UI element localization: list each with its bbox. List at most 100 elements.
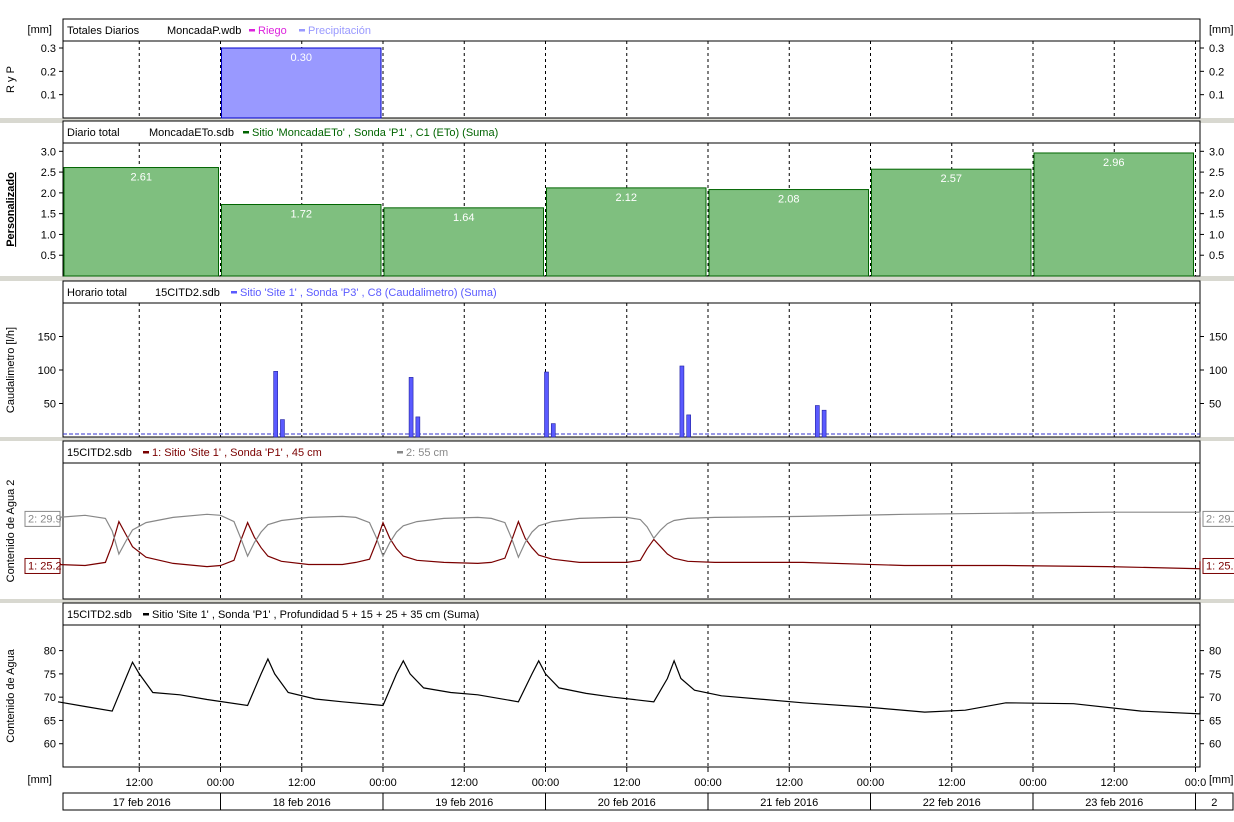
panel-header-file: 15CITD2.sdb	[155, 287, 220, 299]
bar-value-label: 2.12	[616, 192, 637, 204]
y-tick-label-left: 75	[44, 669, 56, 681]
y-tick-label-right: 1.0	[1209, 229, 1224, 241]
panel-separator	[0, 599, 1234, 603]
legend-swatch	[231, 291, 237, 294]
day-label: 19 feb 2016	[435, 797, 493, 809]
panel-header-title: Totales Diarios	[67, 25, 140, 37]
panel-header-file: MoncadaP.wdb	[167, 25, 241, 37]
bar	[221, 204, 382, 277]
series-line	[57, 652, 1201, 715]
cursor-value-left: 1: 25.2	[28, 560, 62, 572]
day-label: 23 feb 2016	[1085, 797, 1143, 809]
flow-bar	[550, 423, 556, 438]
y-tick-label-right: 150	[1209, 332, 1227, 344]
x-tick-label: 00:00	[1019, 777, 1047, 789]
x-tick-label: 12:00	[288, 777, 316, 789]
legend-entry: 1: Sitio 'Site 1' , Sonda 'P1' , 45 cm	[152, 447, 322, 459]
y-tick-label-left: 65	[44, 715, 56, 727]
x-tick-label: 00:00	[532, 777, 560, 789]
plot-area	[62, 302, 1201, 438]
y-tick-label-left: 1.5	[41, 209, 56, 221]
panel-separator	[0, 437, 1234, 441]
chart-panels: Totales Diarios MoncadaP.wdb Riego Precipit…	[5, 18, 1234, 768]
panel-header-title: Horario total	[67, 287, 127, 299]
flow-bar	[679, 365, 685, 438]
axis-unit-left: [mm]	[28, 774, 52, 786]
panel-header-title: 15CITD2.sdb	[67, 447, 132, 459]
cursor-value-right: 1: 25.3	[1206, 560, 1234, 572]
y-tick-label-left: 70	[44, 692, 56, 704]
y-tick-label-right: 0.5	[1209, 250, 1224, 262]
y-tick-label-right: 50	[1209, 399, 1221, 411]
y-tick-label-left: 2.0	[41, 188, 56, 200]
legend-entry: Sitio 'Site 1' , Sonda 'P1' , Profundida…	[152, 609, 479, 621]
cursor-value-box	[24, 557, 61, 574]
chart-panel-3: Horario total 15CITD2.sdb Sitio 'Site 1' ,…	[5, 280, 1227, 438]
y-axis-label: Contenido de Agua 2	[5, 480, 17, 583]
panel-header-title: 15CITD2.sdb	[67, 609, 132, 621]
y-tick-label-right: 0.3	[1209, 43, 1224, 55]
y-tick-label-right: 75	[1209, 669, 1221, 681]
y-tick-label-right: 0.2	[1209, 66, 1224, 78]
legend-swatch	[299, 29, 305, 32]
x-tick-label: 12:00	[1100, 777, 1128, 789]
legend-swatch	[143, 613, 149, 616]
x-tick-label: 12:00	[450, 777, 478, 789]
legend-swatch	[143, 451, 149, 454]
y-tick-label-right: 60	[1209, 739, 1221, 751]
legend-entry: 2: 55 cm	[406, 447, 448, 459]
flow-bar	[415, 416, 421, 438]
y-tick-label-left: 0.3	[41, 43, 56, 55]
flow-bar	[280, 419, 285, 438]
legend-entry: Sitio 'Site 1' , Sonda 'P3' , C8 (Caudal…	[240, 287, 497, 299]
x-tick-label: 12:00	[613, 777, 641, 789]
x-tick-label: 12:00	[775, 777, 803, 789]
legend-swatch	[243, 131, 249, 134]
panel-header-title: Diario total	[67, 127, 120, 139]
chart-panel-4: 15CITD2.sdb 1: Sitio 'Site 1' , Sonda 'P1…	[5, 440, 1234, 600]
bar	[221, 47, 382, 119]
flow-bar	[821, 409, 827, 438]
y-tick-label-left: 0.5	[41, 250, 56, 262]
bar	[63, 167, 219, 277]
cursor-value-box	[1202, 510, 1234, 527]
day-label: 21 feb 2016	[760, 797, 818, 809]
legend-swatch	[249, 29, 255, 32]
y-axis-label: R y P	[5, 66, 17, 93]
y-tick-label-left: 100	[38, 365, 56, 377]
y-tick-label-right: 100	[1209, 365, 1227, 377]
day-label: 2	[1211, 797, 1217, 809]
cursor-value-left: 2: 29.9	[28, 513, 62, 525]
series-line	[57, 511, 1201, 562]
y-tick-label-left: 2.5	[41, 167, 56, 179]
x-tick-label: 00:00	[857, 777, 885, 789]
x-tick-label: 00:0	[1185, 777, 1206, 789]
y-tick-label-right: 2.5	[1209, 167, 1224, 179]
bar	[383, 207, 544, 277]
y-tick-label-left: 0.2	[41, 66, 56, 78]
time-axis: [mm] [mm] 12:00 00:00 12:00 00:00 12:00 00:00 12…	[28, 767, 1234, 811]
unit-label-left: [mm]	[28, 24, 52, 36]
bar	[708, 189, 869, 277]
flow-bar	[273, 371, 278, 438]
y-tick-label-left: 3.0	[41, 146, 56, 158]
bar-value-label: 2.96	[1103, 157, 1124, 169]
legend-entry: Sitio 'MoncadaETo' , Sonda 'P1' , C1 (ET…	[252, 127, 498, 139]
chart-panel-2: Diario total MoncadaETo.sdb Sitio 'Moncada…	[5, 120, 1224, 277]
x-tick-label: 00:00	[369, 777, 397, 789]
legend-entry: Riego	[258, 25, 287, 37]
day-label: 20 feb 2016	[598, 797, 656, 809]
y-axis-label: Contenido de Agua	[5, 648, 17, 742]
cursor-value-right: 2: 29.6	[1206, 513, 1234, 525]
chart-panel-5: 15CITD2.sdb Sitio 'Site 1' , Sonda 'P1' ,…	[5, 602, 1221, 768]
day-strip	[62, 792, 1234, 811]
bar-value-label: 2.57	[941, 173, 962, 185]
y-tick-label-left: 150	[38, 332, 56, 344]
flow-bar	[815, 405, 820, 438]
x-tick-label: 12:00	[125, 777, 153, 789]
legend-entry: Precipitación	[308, 25, 371, 37]
y-tick-label-left: 0.1	[41, 90, 56, 102]
day-label: 18 feb 2016	[273, 797, 331, 809]
